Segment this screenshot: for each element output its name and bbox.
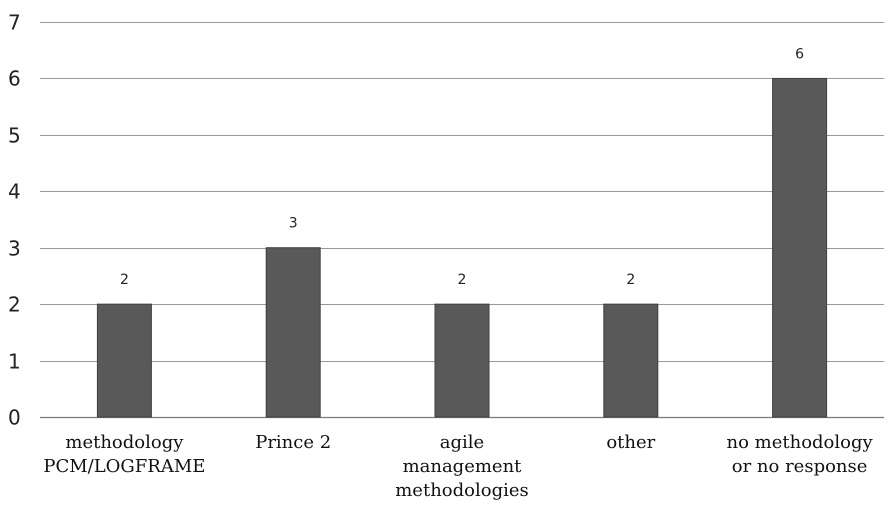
x-tick-label-line: methodologies <box>395 480 529 501</box>
x-tick-label: agile management methodologies <box>395 432 529 501</box>
data-label: 2 <box>120 272 129 288</box>
y-tick-label: 2 <box>8 293 21 317</box>
x-axis: methodology PCM/LOGFRAME Prince 2 agile mana… <box>43 432 873 501</box>
data-label: 2 <box>458 272 467 288</box>
bars <box>96 77 828 418</box>
x-tick-label-line: agile <box>440 432 484 453</box>
bar <box>603 303 659 418</box>
bar <box>772 77 828 418</box>
x-tick-label-line: other <box>606 432 655 453</box>
x-tick-label-line: or no response <box>732 456 868 477</box>
bar <box>265 247 321 418</box>
x-tick-label: no methodology or no response <box>727 432 874 477</box>
x-tick-label-line: Prince 2 <box>255 432 331 453</box>
x-tick-label-line: no methodology <box>727 432 874 453</box>
y-tick-label: 0 <box>8 406 21 430</box>
y-tick-label: 5 <box>8 124 21 148</box>
bar <box>96 303 152 418</box>
y-tick-label: 4 <box>8 180 21 204</box>
x-tick-label: Prince 2 <box>255 432 331 453</box>
x-tick-label: other <box>606 432 655 453</box>
y-axis: 0 1 2 3 4 5 6 7 <box>8 11 21 430</box>
x-tick-label-line: management <box>403 456 523 477</box>
y-tick-label: 7 <box>8 11 21 35</box>
y-tick-label: 3 <box>8 237 21 261</box>
data-label: 2 <box>626 272 635 288</box>
y-tick-label: 1 <box>8 350 21 374</box>
gridlines <box>40 22 884 419</box>
x-tick-label-line: methodology <box>65 432 184 453</box>
x-tick-label: methodology PCM/LOGFRAME <box>43 432 205 477</box>
x-tick-label-line: PCM/LOGFRAME <box>43 456 205 477</box>
data-labels: 2 3 2 2 6 <box>120 46 804 288</box>
data-label: 3 <box>289 216 298 232</box>
y-tick-label: 6 <box>8 67 21 91</box>
data-label: 6 <box>795 46 804 62</box>
bar <box>434 303 490 418</box>
